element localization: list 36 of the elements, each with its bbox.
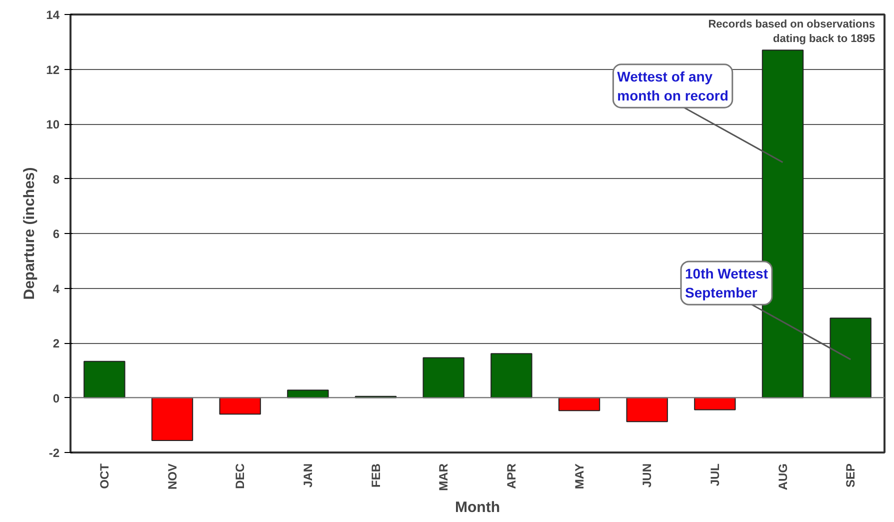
x-tick-label: JUN xyxy=(640,463,654,488)
annotation: Wettest of any month on record xyxy=(617,68,728,104)
y-tick-label: -2 xyxy=(48,446,60,460)
bar xyxy=(84,360,126,398)
x-tick-label: JAN xyxy=(300,463,315,488)
annotation: Records based on observations dating back to 1895 xyxy=(708,18,876,45)
bar xyxy=(694,397,736,410)
x-tick-label: APR xyxy=(504,463,518,489)
x-tick-label: MAR xyxy=(436,463,451,491)
x-tick-label: NOV xyxy=(165,463,180,490)
y-tick-label: 4 xyxy=(52,282,60,296)
y-tick-label: 10 xyxy=(46,118,60,132)
bar xyxy=(626,397,668,422)
annotation: 10th Wettest September xyxy=(685,265,768,301)
x-tick-label: DEC xyxy=(233,463,248,489)
bar xyxy=(151,397,194,441)
y-tick-label: 14 xyxy=(46,8,60,22)
y-tick-label: 12 xyxy=(46,62,60,77)
bar xyxy=(830,318,872,398)
bar xyxy=(219,397,261,415)
x-tick-label: MAY xyxy=(572,463,586,490)
x-tick-label: SEP xyxy=(844,463,858,488)
x-tick-label: FEB xyxy=(368,463,383,488)
y-tick-label: 0 xyxy=(52,391,60,406)
y-tick-label: 8 xyxy=(52,172,60,186)
y-tick-label: 2 xyxy=(52,336,60,350)
x-tick-label: JUL xyxy=(708,464,722,486)
y-axis-title: Departure (inches) xyxy=(21,167,38,300)
x-tick-label: OCT xyxy=(97,462,112,489)
bar xyxy=(558,397,600,412)
y-tick-label: 6 xyxy=(52,227,60,241)
bar xyxy=(490,353,532,398)
x-axis-title: Month xyxy=(455,498,500,516)
x-tick-label: AUG xyxy=(776,463,790,490)
bar xyxy=(287,390,329,398)
bar xyxy=(422,357,464,398)
